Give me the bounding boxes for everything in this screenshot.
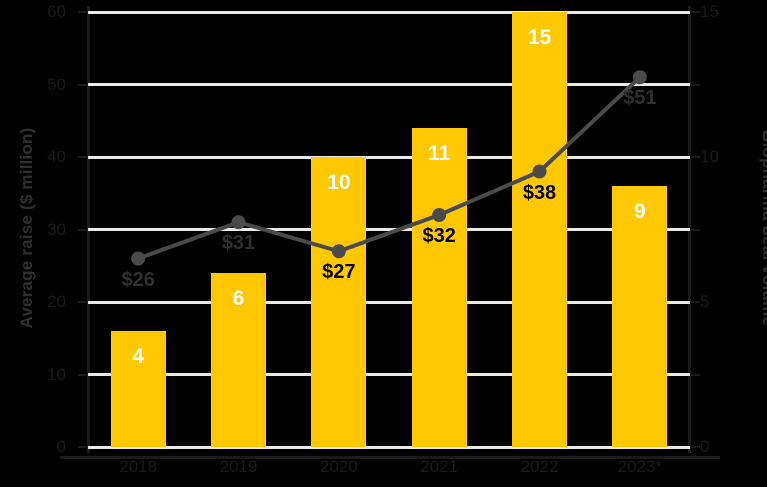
bar-2018[interactable]: 4 — [110, 331, 166, 447]
y-tick-label-left: 30 — [47, 219, 66, 239]
line-marker-2022[interactable] — [532, 164, 547, 179]
gridline — [88, 155, 690, 159]
tick-mark-left — [78, 301, 87, 303]
line-value-label: $32 — [422, 225, 456, 247]
line-marker-2020[interactable] — [331, 244, 346, 259]
y-tick-label-left: 10 — [47, 364, 66, 384]
line-path — [136, 75, 642, 261]
tick-mark-left — [78, 446, 87, 448]
tick-mark-left — [78, 11, 87, 13]
gridline — [88, 445, 690, 449]
gridline — [88, 10, 690, 14]
bar-value-label: 9 — [633, 200, 646, 223]
y-tick-label-right: 5 — [700, 292, 710, 311]
gridline — [88, 300, 690, 304]
y-tick-label-left: 60 — [47, 2, 66, 21]
x-tick-label-2021: 2021 — [420, 457, 459, 476]
line-value-label: $31 — [221, 232, 256, 255]
tick-mark-right — [691, 228, 700, 231]
gridline — [88, 83, 690, 86]
bar-value-label: 11 — [428, 142, 451, 165]
y-tick-label-right: 15 — [700, 2, 719, 21]
bar-2021[interactable]: 11 — [411, 128, 467, 447]
y-tick-label-right: 0 — [700, 437, 710, 456]
bar-2019[interactable]: 6 — [211, 273, 266, 447]
bar-value-label: 15 — [527, 26, 552, 49]
bar-2020[interactable]: 10 — [311, 157, 367, 447]
line-marker-2019[interactable] — [231, 215, 246, 230]
bar-value-label: 4 — [132, 345, 144, 368]
tick-mark-right — [691, 373, 700, 376]
line-value-label: $26 — [121, 268, 155, 291]
tick-mark-right — [691, 156, 700, 158]
y-tick-label-right: 10 — [700, 147, 719, 166]
tick-mark-right — [691, 11, 700, 13]
line-value-label: $51 — [623, 87, 657, 110]
tick-mark-right — [691, 446, 700, 448]
axis-line-bottom — [60, 456, 720, 459]
tick-mark-left — [78, 156, 87, 158]
y-axis-right-title: Biopharma deal volume — [759, 130, 767, 326]
line-series — [131, 70, 647, 266]
bar-2022[interactable]: 15 — [512, 12, 567, 447]
tick-mark-right — [691, 83, 700, 86]
y-tick-label-left: 20 — [47, 292, 66, 311]
x-tick-label-2018: 2018 — [119, 457, 158, 476]
tick-mark-left — [78, 228, 87, 231]
x-tick-label-2022: 2022 — [520, 457, 559, 476]
bar-2023[interactable]: 9 — [612, 186, 668, 447]
x-tick-label-2020: 2020 — [319, 457, 358, 476]
x-tick-label-2019: 2019 — [219, 457, 258, 476]
y-tick-label-left: 40 — [47, 147, 66, 166]
bar-value-label: 10 — [327, 171, 351, 194]
bar-value-label: 6 — [232, 287, 245, 310]
gridline — [88, 228, 690, 231]
line-marker-2021[interactable] — [432, 208, 447, 222]
x-tick-label-2023: 2023* — [617, 457, 663, 476]
y-axis-left-ticks: 60 50 40 30 20 10 0 — [18, 0, 66, 487]
tick-mark-left — [78, 373, 87, 376]
y-axis-right-ticks: 15 10 5 0 — [700, 0, 748, 487]
line-value-label: $27 — [322, 261, 356, 284]
gridline — [88, 373, 690, 376]
y-tick-label-left: 0 — [56, 437, 66, 456]
plot-area: 4 6 10 11 15 9 $26 $31 $27 $32 $38 $51 — [60, 6, 720, 459]
tick-mark-right — [691, 301, 700, 303]
y-tick-label-left: 50 — [47, 74, 66, 94]
line-value-label: $38 — [522, 181, 557, 204]
line-marker-2018[interactable] — [131, 251, 146, 266]
line-marker-2023[interactable] — [632, 70, 647, 85]
tick-mark-left — [78, 83, 87, 86]
